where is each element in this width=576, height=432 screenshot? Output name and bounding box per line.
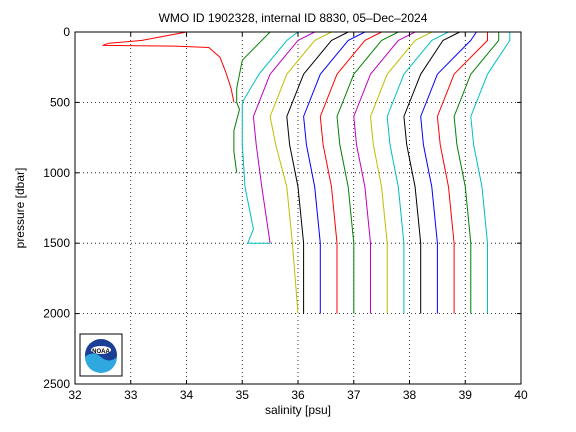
profile-line-15 bbox=[436, 32, 488, 314]
profile-line-10 bbox=[353, 31, 416, 314]
x-tick-label: 33 bbox=[124, 388, 138, 402]
x-tick-label: 32 bbox=[68, 388, 82, 402]
y-tick-label: 500 bbox=[50, 95, 70, 109]
y-tick-label: 1500 bbox=[43, 236, 70, 250]
y-axis-label: pressure [dbar] bbox=[13, 168, 27, 249]
chart-title: WMO ID 1902328, internal ID 8830, 05–Dec… bbox=[159, 11, 428, 25]
y-tick-label: 1000 bbox=[43, 166, 70, 180]
profile-line-13 bbox=[403, 31, 460, 314]
y-tick-label: 2500 bbox=[43, 377, 70, 391]
x-tick-label: 39 bbox=[459, 388, 473, 402]
profile-line-9 bbox=[336, 31, 399, 314]
series-layer bbox=[102, 31, 511, 314]
profile-line-7 bbox=[303, 31, 366, 314]
x-tick-label: 36 bbox=[291, 388, 305, 402]
x-axis-label: salinity [psu] bbox=[265, 403, 331, 417]
profile-line-6 bbox=[286, 31, 349, 314]
profile-line-17 bbox=[470, 32, 511, 314]
x-tick-label: 35 bbox=[236, 388, 250, 402]
profile-line-11 bbox=[370, 31, 433, 314]
ticks-layer: 32 33 34 35 36 37 38 39 40 0 500 1000 1500 2000 2500 bbox=[43, 25, 528, 402]
profile-line-4 bbox=[252, 31, 315, 244]
x-tick-label: 37 bbox=[347, 388, 361, 402]
profile-line-14 bbox=[420, 31, 477, 314]
x-tick-label: 34 bbox=[180, 388, 194, 402]
noaa-logo: NOAA bbox=[79, 333, 123, 377]
profile-line-5 bbox=[269, 31, 332, 314]
y-tick-label: 0 bbox=[63, 25, 70, 39]
profile-line-3 bbox=[241, 31, 299, 244]
profile-line-16 bbox=[453, 32, 500, 314]
profile-line-2 bbox=[233, 31, 271, 173]
x-tick-label: 38 bbox=[403, 388, 417, 402]
x-tick-label: 40 bbox=[514, 388, 528, 402]
y-tick-label: 2000 bbox=[43, 307, 70, 321]
profile-line-1 bbox=[102, 31, 235, 103]
grid-layer bbox=[75, 32, 521, 384]
noaa-logo-text: NOAA bbox=[92, 349, 110, 355]
profile-line-8 bbox=[319, 31, 382, 314]
profile-line-12 bbox=[386, 31, 449, 314]
